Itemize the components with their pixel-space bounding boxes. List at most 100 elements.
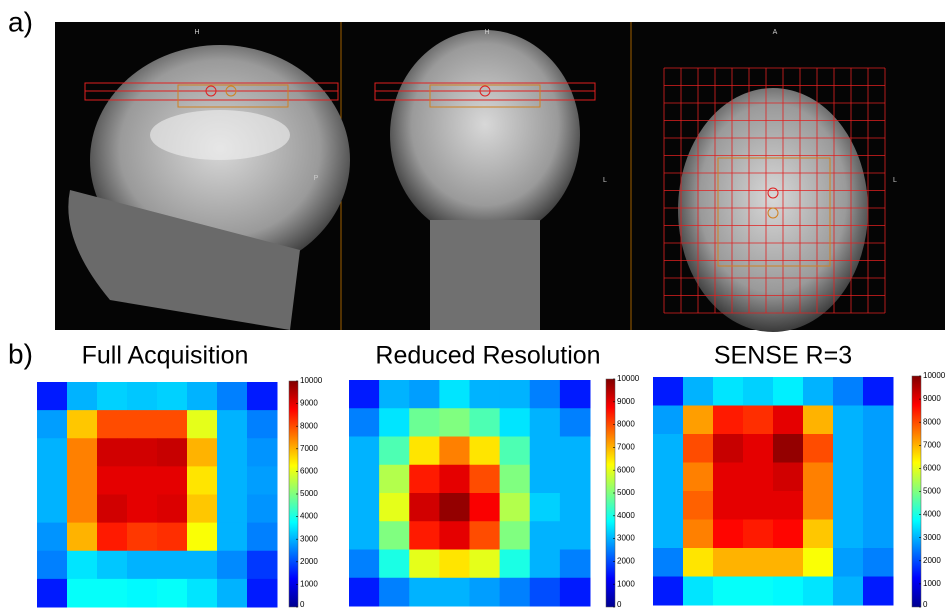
orientation-label: H xyxy=(194,29,199,36)
colorbar-tick-label: 5000 xyxy=(923,487,941,496)
heatmap-cell xyxy=(97,438,128,467)
corpus xyxy=(150,110,290,160)
colorbar-tick-label: 0 xyxy=(617,600,622,609)
colorbar-tick-label: 5000 xyxy=(617,488,635,497)
heatmap-cell xyxy=(409,437,440,466)
heatmap-cell xyxy=(37,410,68,439)
heatmap-cell xyxy=(713,548,744,577)
colorbar-tick-label: 3000 xyxy=(300,534,318,543)
heatmap-cell xyxy=(803,406,834,435)
heatmap-cell xyxy=(773,491,804,520)
heatmap-cell xyxy=(773,548,804,577)
heatmap-cell xyxy=(683,463,714,492)
heatmap-cell xyxy=(530,465,561,494)
colorbar-tick-label: 9000 xyxy=(617,397,635,406)
heatmap-cell xyxy=(409,578,440,607)
heatmap-cell xyxy=(713,520,744,549)
heatmap-cell xyxy=(37,579,68,608)
heatmap-cell xyxy=(409,493,440,522)
colorbar-tick-label: 7000 xyxy=(617,443,635,452)
heatmap-cell xyxy=(157,466,188,495)
heatmap-cell xyxy=(439,408,470,437)
heatmap-cell xyxy=(803,491,834,520)
heatmap-cell xyxy=(157,551,188,580)
heatmap-cell xyxy=(743,548,774,577)
heatmap-cell xyxy=(379,380,410,409)
heatmap-cell xyxy=(349,408,380,437)
heatmap-cell xyxy=(863,377,894,406)
heatmap-cell xyxy=(833,548,864,577)
heatmap-cell xyxy=(743,520,774,549)
heatmap-cell xyxy=(713,406,744,435)
heatmap-cell xyxy=(653,406,684,435)
heatmap-cell xyxy=(379,465,410,494)
orientation-label: A xyxy=(773,29,778,36)
heatmap-cell xyxy=(833,520,864,549)
heatmap-cell xyxy=(409,380,440,409)
heatmap-cell xyxy=(560,408,591,437)
heatmap-cell xyxy=(470,465,501,494)
heatmap-cell xyxy=(803,548,834,577)
heatmap-cell xyxy=(349,465,380,494)
colorbar-tick-label: 8000 xyxy=(300,421,318,430)
heatmap-cell xyxy=(743,577,774,606)
heatmap-cell xyxy=(653,577,684,606)
heatmap-cell xyxy=(439,437,470,466)
heatmap-cell xyxy=(67,410,98,439)
heatmap-cell xyxy=(379,437,410,466)
panel-label: b) xyxy=(8,338,33,369)
heatmap-cell xyxy=(187,495,218,524)
heatmap-cell xyxy=(560,550,591,579)
heatmap-cell xyxy=(157,382,188,411)
heatmap-cell xyxy=(683,491,714,520)
heatmap-cell xyxy=(247,382,278,411)
heatmap-cell xyxy=(187,410,218,439)
colorbar-tick-label: 1000 xyxy=(300,580,318,589)
colorbar-tick-label: 8000 xyxy=(923,417,941,426)
heatmap-cell xyxy=(409,550,440,579)
heatmap-cell xyxy=(67,551,98,580)
heatmap-cell xyxy=(349,550,380,579)
heatmap-cell xyxy=(470,578,501,607)
heatmap-cell xyxy=(439,380,470,409)
heatmap-cell xyxy=(157,438,188,467)
heatmap-cell xyxy=(67,523,98,552)
heatmap-cell xyxy=(187,579,218,608)
heatmap-cell xyxy=(863,548,894,577)
heatmap-cell xyxy=(379,550,410,579)
orientation-label: L xyxy=(893,177,897,184)
colorbar-tick-label: 5000 xyxy=(300,489,318,498)
heatmap-cell xyxy=(773,577,804,606)
heatmap-cell xyxy=(97,523,128,552)
colorbar-tick-label: 10000 xyxy=(923,371,946,380)
heatmap-cell xyxy=(833,577,864,606)
colorbar-tick-label: 10000 xyxy=(617,374,640,383)
heatmap-cell xyxy=(743,463,774,492)
colorbar-tick-label: 1000 xyxy=(617,579,635,588)
heatmap-cell xyxy=(37,466,68,495)
heatmap-cell xyxy=(653,377,684,406)
heatmap-cell xyxy=(217,438,248,467)
heatmap-cell xyxy=(833,491,864,520)
heatmap-cell xyxy=(67,438,98,467)
orientation-label: P xyxy=(314,175,319,182)
heatmap-cell xyxy=(217,495,248,524)
colorbar-tick-label: 6000 xyxy=(923,464,941,473)
heatmap-cell xyxy=(470,437,501,466)
colorbar-tick-label: 2000 xyxy=(300,557,318,566)
heatmap-cell xyxy=(349,437,380,466)
heatmap-cell xyxy=(560,465,591,494)
heatmap-cell xyxy=(530,493,561,522)
heatmap-cell xyxy=(187,466,218,495)
heatmap-cell xyxy=(97,495,128,524)
heatmap-cell xyxy=(803,577,834,606)
colorbar-tick-label: 6000 xyxy=(300,467,318,476)
heatmap-cell xyxy=(530,550,561,579)
heatmap-cell xyxy=(37,438,68,467)
heatmap-cell xyxy=(409,521,440,550)
heatmap-cell xyxy=(833,434,864,463)
heatmap-cell xyxy=(247,551,278,580)
heatmap-cell xyxy=(803,520,834,549)
heatmap-cell xyxy=(863,577,894,606)
heatmap-cell xyxy=(379,578,410,607)
